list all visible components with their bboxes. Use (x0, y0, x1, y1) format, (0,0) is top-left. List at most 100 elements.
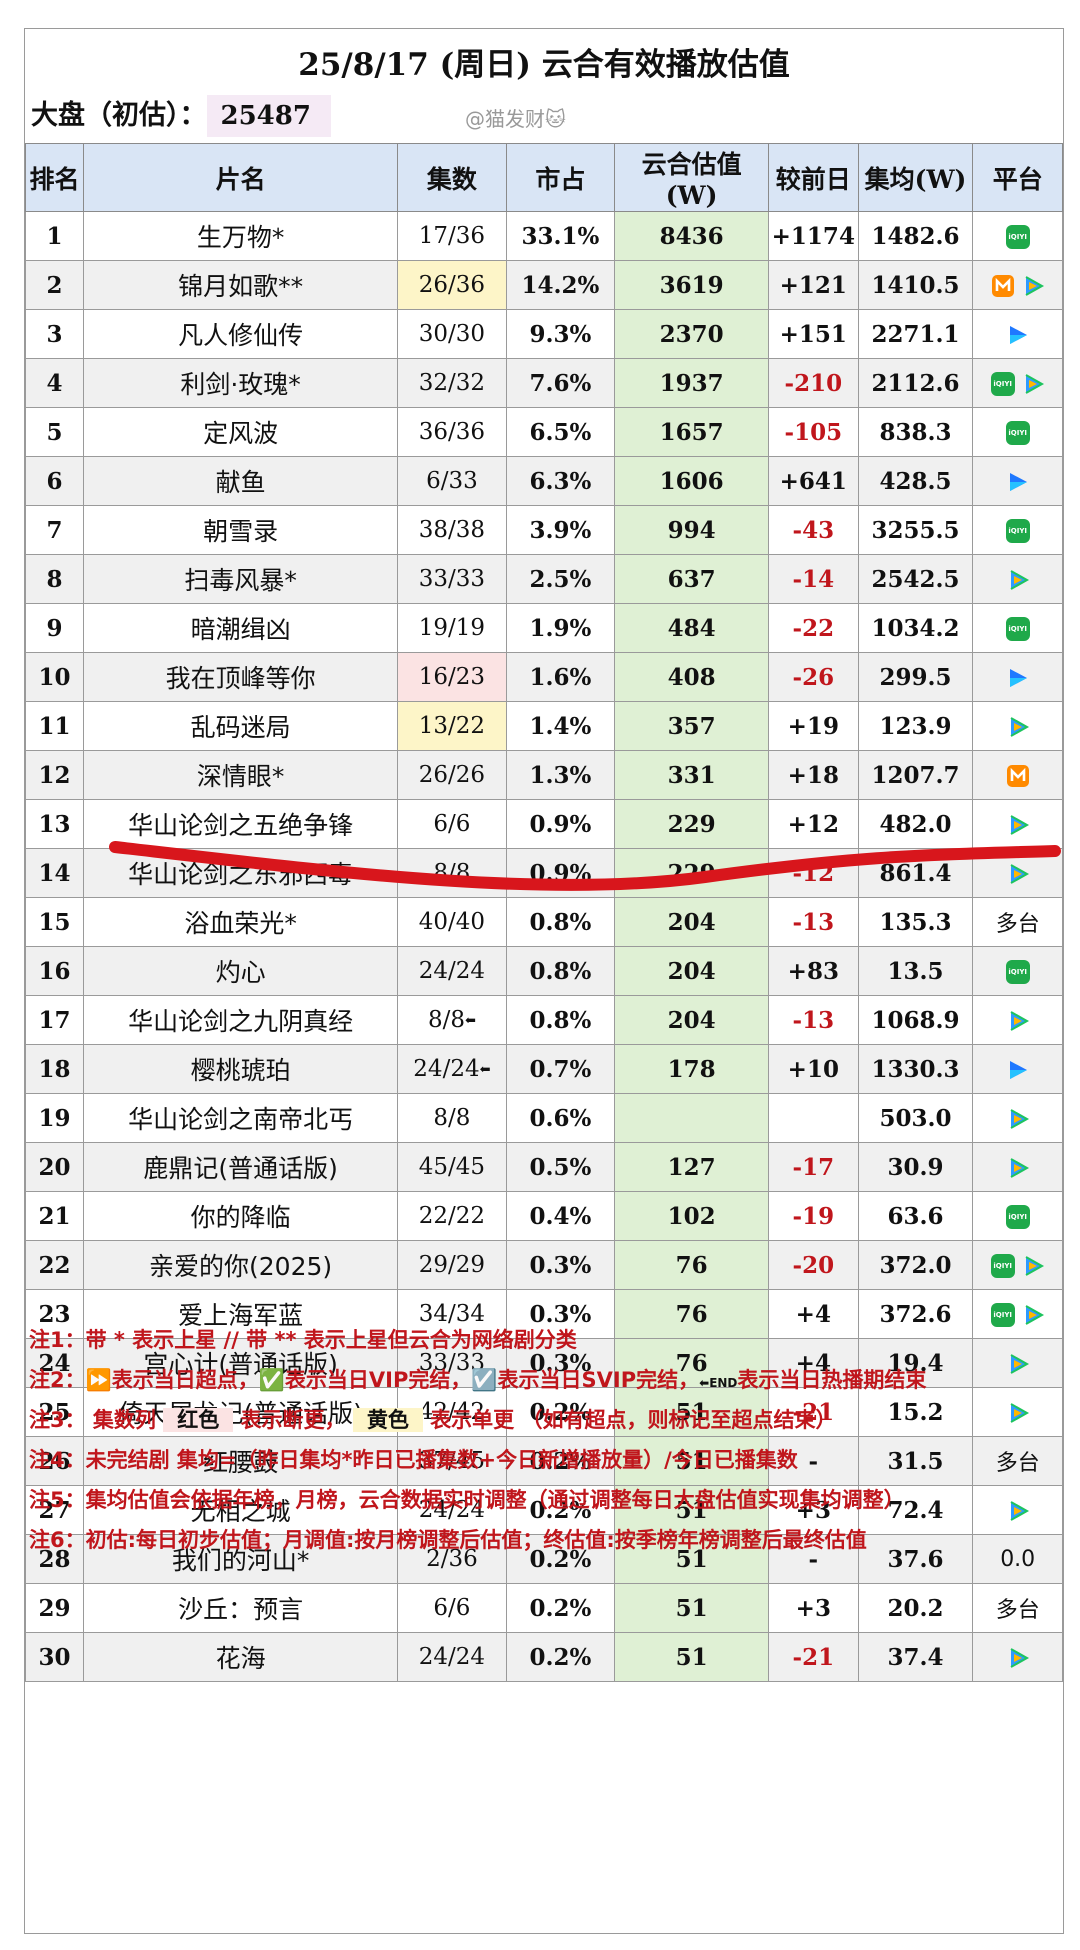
average-cell: 2112.6 (857, 358, 974, 408)
change-cell: +641 (768, 456, 859, 506)
note-6: 注6：初估:每日初步估值；月调值:按月榜调整后估值；终估值:按季榜年榜调整后最终… (29, 1528, 867, 1552)
platform-cell: iQIYI (972, 1240, 1063, 1290)
youku-icon (1006, 323, 1030, 347)
rank-cell: 23 (24, 1289, 85, 1339)
col-title: 片名 (83, 143, 399, 212)
episodes-cell: 8/8 (397, 848, 507, 898)
episodes-cell: 40/40 (397, 897, 507, 947)
change-cell: -20 (768, 1240, 859, 1290)
average-cell: 3255.5 (857, 505, 974, 555)
platform-cell (972, 1632, 1063, 1682)
share-cell: 0.9% (505, 799, 616, 849)
title-cell: 生万物* (83, 211, 399, 261)
tencent-video-icon (1021, 372, 1045, 396)
rank-cell: 10 (24, 652, 85, 702)
iqiyi-icon: iQIYI (1005, 1204, 1030, 1229)
tencent-video-icon (1006, 1156, 1030, 1180)
rank-cell: 15 (24, 897, 85, 947)
change-cell: -210 (768, 358, 859, 408)
average-cell: 72.4 (857, 1485, 974, 1535)
share-cell: 0.9% (505, 848, 616, 898)
table-row: 16 灼心 24/24 0.8% 204 +83 13.5 iQIYI (24, 946, 1063, 996)
share-cell: 14.2% (505, 260, 616, 310)
average-cell: 482.0 (857, 799, 974, 849)
platform-cell (972, 652, 1063, 702)
platform-cell: iQIYI (972, 358, 1063, 408)
episodes-cell: 6/6 (397, 799, 507, 849)
note-1: 注1：带 * 表示上星 // 带 ** 表示上星但云合为网络剧分类 (29, 1328, 577, 1352)
average-cell: 135.3 (857, 897, 974, 947)
title-cell: 华山论剑之五绝争锋 (83, 799, 399, 849)
estimate-cell: 178 (614, 1044, 770, 1094)
rank-cell: 24 (24, 1338, 85, 1388)
share-cell: 0.8% (505, 946, 616, 996)
platform-cell (972, 799, 1063, 849)
change-cell: +83 (768, 946, 859, 996)
tencent-video-icon (1006, 715, 1030, 739)
episodes-cell: 30/30 (397, 309, 507, 359)
episodes-cell: 8/8⬅ (397, 995, 507, 1045)
platform-cell: 多台 (972, 897, 1063, 947)
estimate-cell: 229 (614, 799, 770, 849)
change-cell: +121 (768, 260, 859, 310)
change-cell: +1174 (768, 211, 859, 261)
average-cell: 37.4 (857, 1632, 974, 1682)
episodes-cell: 13/22 (397, 701, 507, 751)
average-cell: 19.4 (857, 1338, 974, 1388)
platform-cell: iQIYI (972, 505, 1063, 555)
average-cell: 13.5 (857, 946, 974, 996)
share-cell: 0.4% (505, 1191, 616, 1241)
table-row: 12 深情眼* 26/26 1.3% 331 +18 1207.7 (24, 750, 1063, 800)
episodes-cell: 33/33 (397, 1338, 507, 1388)
platform-cell (972, 701, 1063, 751)
table-row: 24 宫心计(普通话版) 33/33 0.3% 76 +4 19.4 (24, 1338, 1063, 1388)
table-row: 19 华山论剑之南帝北丐 8/8 0.6% 503.0 (24, 1093, 1063, 1143)
market-summary: 大盘（初估）： 25487 (31, 95, 331, 137)
platform-cell (972, 260, 1063, 310)
average-cell: 1034.2 (857, 603, 974, 653)
title-cell: 利剑·玫瑰* (83, 358, 399, 408)
change-cell: +151 (768, 309, 859, 359)
note-2-a: ⏩表示当日超点， (85, 1368, 259, 1392)
note-2-d: 表示当日热播期结束 (737, 1368, 927, 1392)
episodes-cell: 29/29 (397, 1240, 507, 1290)
table-row: 17 华山论剑之九阴真经 8/8⬅ 0.8% 204 -13 1068.9 (24, 995, 1063, 1045)
share-cell: 0.2% (505, 1632, 616, 1682)
col-episodes: 集数 (397, 143, 507, 212)
youku-icon (1006, 470, 1030, 494)
episodes-cell: 45/45 (397, 1142, 507, 1192)
episodes-cell: 24/24 (397, 946, 507, 996)
rank-cell: 19 (24, 1093, 85, 1143)
note-4: 注4：未完结剧 集均=（昨日集均*昨日已播集数+今日新增播放量）/今日已播集数 (29, 1448, 798, 1472)
table-row: 1 生万物* 17/36 33.1% 8436 +1174 1482.6 iQIYI (24, 211, 1063, 261)
title-cell: 定风波 (83, 407, 399, 457)
table-row: 7 朝雪录 38/38 3.9% 994 -43 3255.5 iQIYI (24, 505, 1063, 555)
share-cell: 0.6% (505, 1093, 616, 1143)
change-cell: +12 (768, 799, 859, 849)
share-cell: 0.3% (505, 1289, 616, 1339)
table-row: 5 定风波 36/36 6.5% 1657 -105 838.3 iQIYI (24, 407, 1063, 457)
title-cell: 红腰鼓 (83, 1436, 399, 1486)
estimate-cell: 484 (614, 603, 770, 653)
change-cell: -17 (768, 1142, 859, 1192)
platform-cell (972, 554, 1063, 604)
episodes-cell: 26/36 (397, 260, 507, 310)
title-cell: 我们的河山* (83, 1534, 399, 1584)
change-cell: -14 (768, 554, 859, 604)
table-row: 25 倚天屠龙记(普通话版) 42/42 0.2% 51 -21 15.2 (24, 1387, 1063, 1437)
change-cell: +18 (768, 750, 859, 800)
title-cell: 浴血荣光* (83, 897, 399, 947)
estimate-cell: 1937 (614, 358, 770, 408)
share-cell: 0.8% (505, 995, 616, 1045)
tencent-video-icon (1006, 1646, 1030, 1670)
share-cell: 7.6% (505, 358, 616, 408)
estimate-cell: 204 (614, 995, 770, 1045)
iqiyi-icon: iQIYI (1005, 224, 1030, 249)
platform-cell (972, 995, 1063, 1045)
mango-icon (1006, 764, 1030, 788)
share-cell: 0.5% (505, 1142, 616, 1192)
iqiyi-icon: iQIYI (1005, 518, 1030, 543)
note-2-label: 注2： (29, 1368, 86, 1392)
table-row: 18 樱桃琥珀 24/24⬅ 0.7% 178 +10 1330.3 (24, 1044, 1063, 1094)
table-row: 26 红腰鼓 37/45 0.2% 51-31.5 多台 (24, 1436, 1063, 1486)
